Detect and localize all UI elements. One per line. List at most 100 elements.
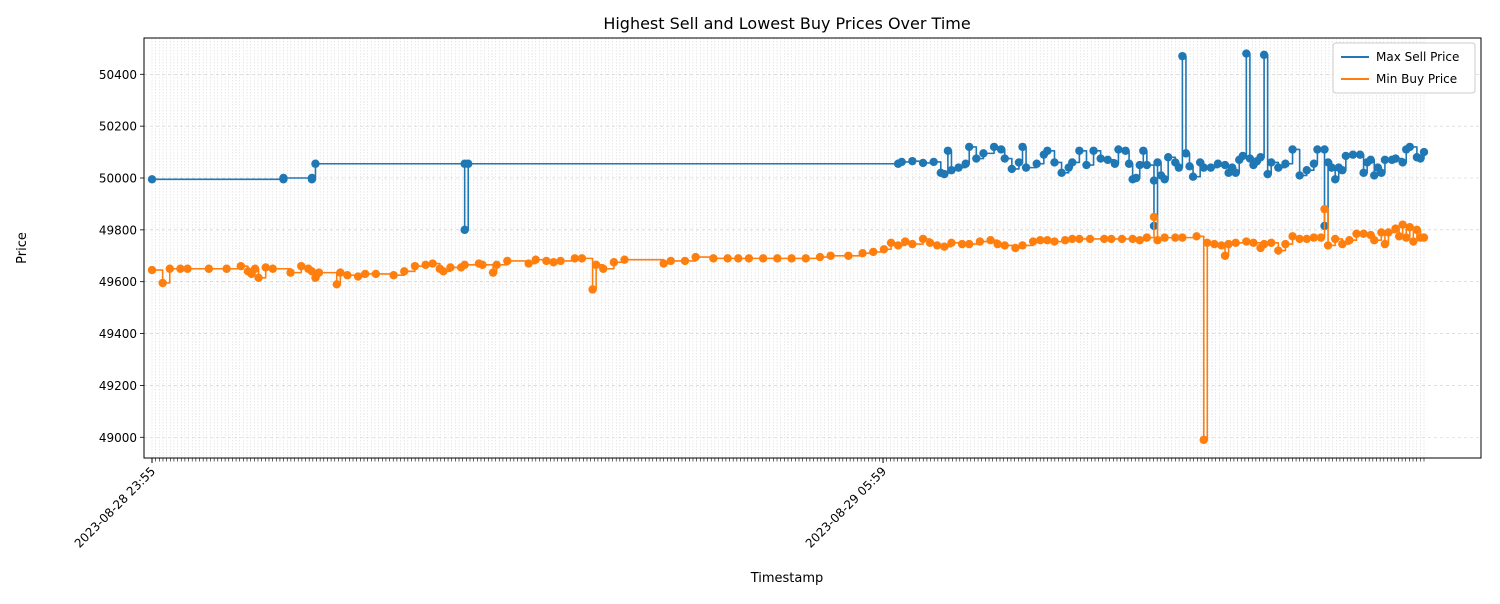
data-point-max-sell: [1075, 146, 1084, 155]
data-point-max-sell: [1032, 159, 1041, 168]
data-point-min-buy: [1210, 239, 1219, 249]
data-point-min-buy: [1323, 241, 1333, 250]
data-point-min-buy: [1394, 232, 1404, 241]
plot-frame: [143, 37, 1482, 459]
data-point-min-buy: [314, 268, 324, 277]
data-point-max-sell: [1242, 49, 1251, 58]
data-point-max-sell: [1213, 159, 1223, 168]
data-point-min-buy: [307, 267, 317, 276]
data-point-min-buy: [1199, 435, 1208, 445]
data-point-max-sell: [1416, 154, 1425, 163]
data-point-min-buy: [734, 254, 743, 263]
y-tick-label: 50000: [99, 172, 137, 186]
data-point-max-sell: [1121, 146, 1130, 155]
data-point-min-buy: [1370, 236, 1379, 245]
data-point-min-buy: [492, 260, 501, 270]
data-point-min-buy: [1085, 234, 1095, 244]
data-point-max-sell: [908, 156, 917, 166]
data-point-max-sell: [947, 166, 956, 175]
data-point-min-buy: [723, 254, 732, 263]
data-point-max-sell: [1178, 51, 1187, 61]
data-point-min-buy: [901, 237, 910, 246]
data-point-max-sell: [1231, 168, 1240, 178]
data-point-max-sell: [996, 145, 1006, 154]
data-point-min-buy: [591, 260, 601, 270]
data-point-min-buy: [588, 285, 597, 294]
y-tick-label: 50200: [99, 120, 137, 134]
data-point-max-sell: [1259, 50, 1269, 60]
data-point-min-buy: [659, 259, 668, 268]
data-point-min-buy: [773, 254, 782, 263]
data-point-max-sell: [1043, 146, 1052, 155]
data-point-max-sell: [1163, 153, 1173, 162]
data-point-min-buy: [965, 239, 974, 249]
data-point-min-buy: [254, 273, 263, 283]
data-point-min-buy: [1100, 234, 1109, 244]
data-point-min-buy: [918, 234, 928, 244]
data-point-max-sell: [961, 159, 970, 168]
data-point-min-buy: [609, 258, 619, 267]
data-point-min-buy: [709, 254, 718, 263]
data-point-min-buy: [286, 268, 295, 277]
data-point-min-buy: [1409, 237, 1418, 246]
data-point-max-sell: [1238, 151, 1247, 161]
data-point-min-buy: [1391, 224, 1400, 233]
data-point-max-sell: [1014, 158, 1024, 167]
data-point-min-buy: [925, 238, 935, 248]
data-point-max-sell: [1096, 154, 1105, 163]
data-point-max-sell: [965, 142, 974, 152]
data-point-min-buy: [844, 251, 853, 260]
data-point-max-sell: [1153, 158, 1162, 167]
data-point-min-buy: [1107, 234, 1116, 244]
data-point-min-buy: [1224, 239, 1233, 249]
data-point-min-buy: [147, 265, 157, 275]
data-point-min-buy: [421, 260, 430, 270]
data-point-max-sell: [1281, 159, 1290, 168]
data-point-max-sell: [1142, 160, 1152, 170]
data-point-min-buy: [577, 254, 587, 263]
data-point-min-buy: [1160, 233, 1169, 242]
data-point-min-buy: [1171, 233, 1180, 242]
data-point-max-sell: [1132, 173, 1141, 183]
data-point-min-buy: [488, 268, 498, 277]
data-point-max-sell: [1256, 153, 1265, 162]
y-tick-label: 49400: [99, 327, 137, 341]
data-point-min-buy: [1220, 251, 1230, 260]
data-point-min-buy: [815, 252, 825, 262]
data-point-max-sell: [972, 154, 981, 163]
data-point-min-buy: [1203, 238, 1212, 248]
data-point-min-buy: [893, 241, 903, 250]
data-point-min-buy: [599, 264, 608, 273]
data-point-min-buy: [1295, 234, 1304, 244]
data-point-min-buy: [446, 263, 455, 272]
data-point-max-sell: [1199, 163, 1208, 172]
data-point-min-buy: [478, 260, 487, 270]
data-point-max-sell: [147, 175, 157, 184]
data-point-min-buy: [1231, 238, 1240, 248]
data-point-min-buy: [1011, 243, 1020, 253]
data-point-min-buy: [1217, 241, 1226, 250]
data-point-min-buy: [1036, 236, 1045, 245]
data-point-min-buy: [261, 263, 270, 272]
legend-label-min-buy: Min Buy Price: [1376, 72, 1457, 86]
data-point-min-buy: [1309, 233, 1319, 242]
data-point-min-buy: [801, 254, 810, 263]
data-point-min-buy: [1419, 233, 1429, 242]
data-point-max-sell: [1380, 155, 1390, 165]
data-point-max-sell: [1348, 150, 1358, 159]
data-point-max-sell: [1302, 166, 1311, 175]
y-tick-label: 49200: [99, 379, 137, 393]
data-point-min-buy: [1117, 234, 1127, 244]
data-point-min-buy: [1359, 229, 1368, 238]
data-point-max-sell: [307, 175, 317, 184]
data-point-min-buy: [1060, 236, 1070, 245]
data-point-max-sell: [1405, 142, 1414, 152]
data-point-min-buy: [1384, 228, 1393, 237]
data-point-max-sell: [1149, 176, 1159, 185]
data-point-min-buy: [410, 261, 420, 271]
data-point-max-sell: [1174, 163, 1184, 172]
data-point-min-buy: [1281, 239, 1290, 249]
data-point-min-buy: [1267, 238, 1276, 248]
data-point-min-buy: [993, 239, 1002, 249]
data-point-min-buy: [1050, 237, 1059, 246]
